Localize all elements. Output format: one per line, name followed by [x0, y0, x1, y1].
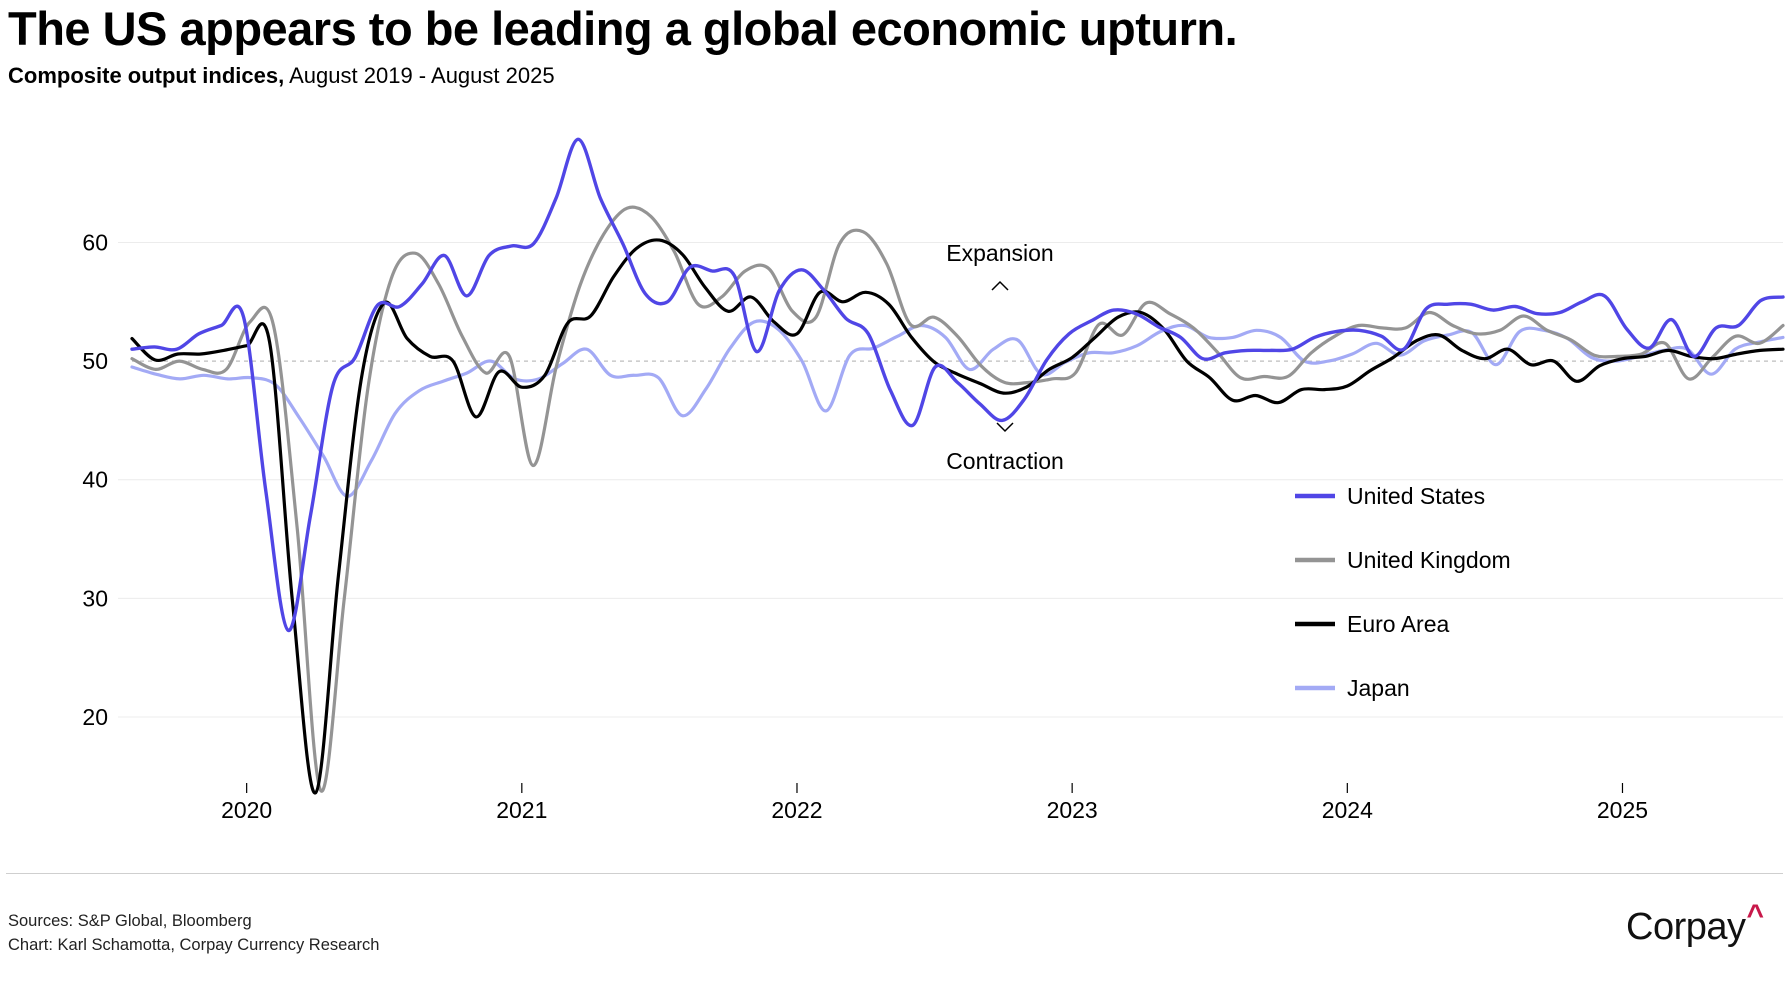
grid-lines — [118, 241, 1783, 718]
x-tick-label: 2025 — [1597, 797, 1648, 823]
y-tick-label: 20 — [82, 704, 108, 730]
x-tick-label: 2022 — [771, 797, 822, 823]
x-axis-ticks: 2020 2021 2022 2023 2024 2025 — [221, 783, 1648, 823]
annotations: Expansion Contraction — [946, 240, 1064, 474]
chart-subtitle: Composite output indices, August 2019 - … — [8, 62, 555, 90]
y-axis-ticks: 20 30 40 50 60 — [82, 229, 108, 729]
chevron-up-icon — [991, 280, 1009, 291]
sources-line: Sources: S&P Global, Bloomberg — [8, 912, 252, 930]
legend: United States United Kingdom Euro Area Japa… — [1295, 483, 1511, 701]
x-tick-label: 2020 — [221, 797, 272, 823]
logo-caret-icon: ^ — [1746, 899, 1765, 932]
corpay-logo: Corpay^ — [1626, 899, 1764, 949]
x-tick-label: 2021 — [496, 797, 547, 823]
logo-text: Corpay — [1626, 906, 1746, 948]
series-line-euro-area — [130, 238, 1785, 795]
legend-label: United States — [1347, 483, 1485, 509]
footer-divider — [6, 873, 1783, 874]
legend-label: Euro Area — [1347, 611, 1449, 637]
credit-line: Chart: Karl Schamotta, Corpay Currency R… — [8, 936, 380, 954]
y-tick-label: 50 — [82, 348, 108, 374]
x-tick-label: 2023 — [1047, 797, 1098, 823]
y-tick-label: 40 — [82, 467, 108, 493]
chart-title: The US appears to be leading a global ec… — [8, 2, 1238, 55]
x-tick-label: 2024 — [1322, 797, 1373, 823]
expansion-label: Expansion — [946, 240, 1053, 266]
subtitle-date-range: August 2019 - August 2025 — [284, 63, 555, 88]
source-notes: Sources: S&P Global, Bloomberg Chart: Ka… — [8, 909, 379, 957]
y-tick-label: 60 — [82, 229, 108, 255]
contraction-label: Contraction — [946, 448, 1064, 474]
series-line-japan — [130, 319, 1785, 498]
series-line-united-kingdom — [130, 205, 1785, 793]
subtitle-bold: Composite output indices, — [8, 63, 285, 88]
legend-label: United Kingdom — [1347, 547, 1511, 573]
y-tick-label: 30 — [82, 585, 108, 611]
chevron-down-icon — [996, 422, 1014, 433]
series-line-united-states — [130, 137, 1785, 633]
series-lines — [130, 137, 1785, 795]
line-chart: 20 30 40 50 60 2020 2021 2022 2023 2024 2025 Expa… — [82, 137, 1785, 823]
legend-label: Japan — [1347, 675, 1410, 701]
